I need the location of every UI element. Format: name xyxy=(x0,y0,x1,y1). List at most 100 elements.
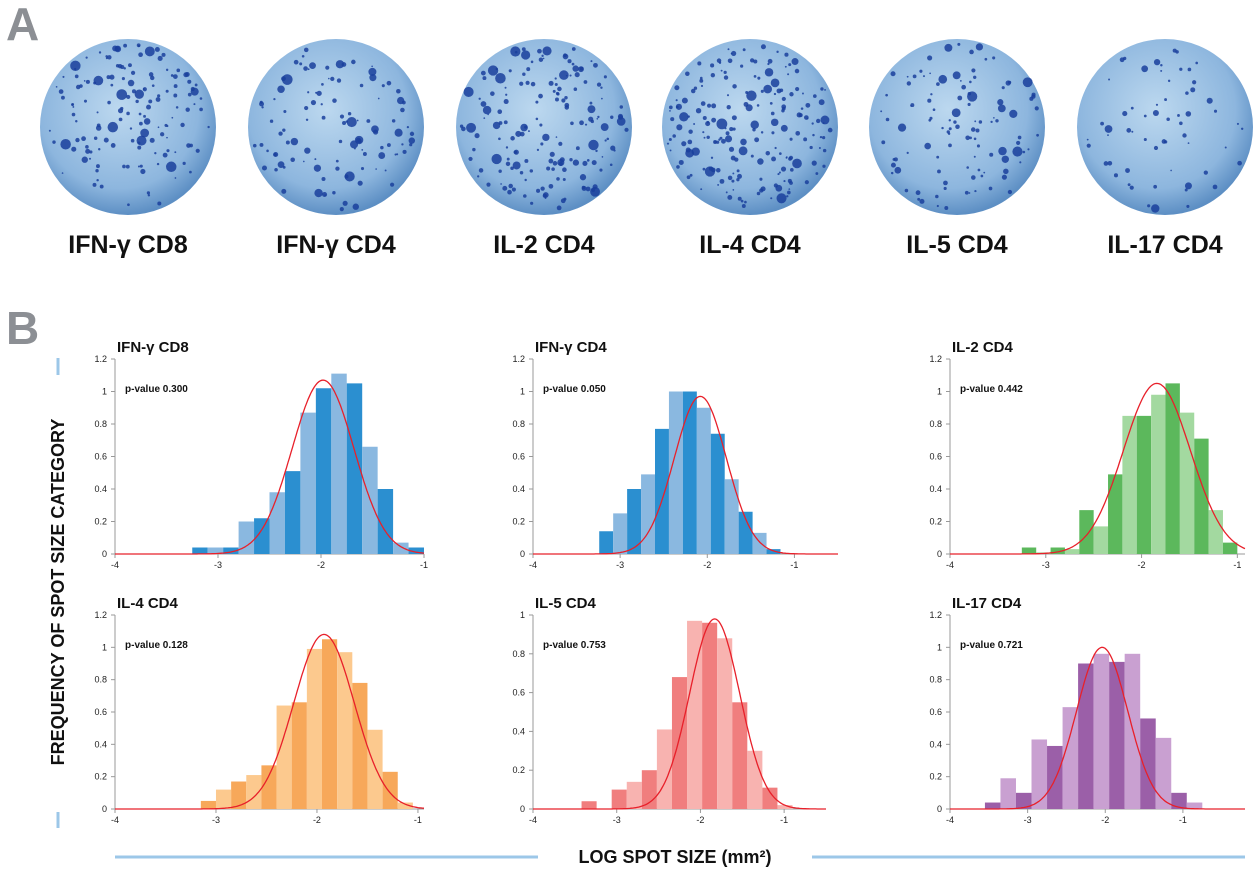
histogram-bar xyxy=(1122,416,1136,554)
x-tick-label: -4 xyxy=(529,815,537,825)
spot xyxy=(967,91,977,101)
spot xyxy=(993,117,995,119)
spot xyxy=(580,174,586,180)
spot xyxy=(138,166,140,168)
spot xyxy=(686,147,691,152)
spot xyxy=(132,89,136,93)
well-label: IL-5 CD4 xyxy=(906,231,1008,259)
spot xyxy=(1006,80,1011,85)
spot xyxy=(137,142,140,145)
y-tick-label: 0.2 xyxy=(512,517,525,527)
spot xyxy=(713,140,717,144)
spot xyxy=(1214,110,1217,113)
spot xyxy=(711,157,713,159)
spot xyxy=(599,169,602,172)
histogram-bar xyxy=(697,408,711,554)
spot xyxy=(819,99,825,105)
x-tick-label: -4 xyxy=(111,560,119,570)
x-tick-label: -2 xyxy=(1101,815,1109,825)
spot xyxy=(120,65,124,69)
spot xyxy=(1016,141,1020,145)
spot xyxy=(505,87,507,89)
spot xyxy=(989,187,993,191)
histogram-bar xyxy=(627,782,642,809)
spot xyxy=(898,124,906,132)
spot xyxy=(727,195,732,200)
spot xyxy=(740,139,747,146)
y-tick-label: 0.6 xyxy=(929,452,942,462)
spot xyxy=(137,146,141,150)
spot xyxy=(555,77,557,79)
spot xyxy=(1204,170,1208,174)
spot xyxy=(1100,122,1104,126)
spot xyxy=(1018,136,1022,140)
spot xyxy=(726,191,728,193)
spot xyxy=(488,65,498,75)
spot xyxy=(304,48,309,53)
spot xyxy=(148,99,152,103)
spot xyxy=(983,172,985,174)
x-tick-label: -4 xyxy=(111,815,119,825)
spot xyxy=(976,43,983,50)
spot xyxy=(543,58,545,60)
spot xyxy=(563,198,566,201)
spot xyxy=(823,149,826,152)
spot xyxy=(742,204,746,208)
spot xyxy=(97,111,99,113)
well-image xyxy=(869,39,1045,215)
spot xyxy=(957,43,960,46)
spot xyxy=(711,118,716,123)
x-tick-label: -4 xyxy=(946,560,954,570)
spot xyxy=(515,51,518,54)
spot xyxy=(555,83,558,86)
spot xyxy=(1114,173,1118,177)
spot xyxy=(401,143,403,145)
spot xyxy=(774,93,776,95)
spot xyxy=(104,138,109,143)
histogram-bar xyxy=(1032,739,1048,809)
spot xyxy=(579,120,584,125)
spot xyxy=(739,146,748,155)
spot xyxy=(572,63,575,66)
spot xyxy=(770,197,772,199)
spot xyxy=(601,123,609,131)
histogram-bar xyxy=(1156,738,1172,809)
spot xyxy=(314,158,316,160)
spot xyxy=(593,63,598,68)
spot xyxy=(979,120,982,123)
spot xyxy=(123,44,127,48)
spot xyxy=(813,94,817,98)
spot xyxy=(556,177,560,181)
spot xyxy=(259,102,264,107)
spot xyxy=(1168,80,1170,82)
spot xyxy=(497,109,502,114)
spot xyxy=(824,89,826,91)
spot xyxy=(56,86,58,88)
spot xyxy=(771,157,776,162)
spot xyxy=(812,122,814,124)
spot xyxy=(1008,190,1012,194)
spot xyxy=(973,76,976,79)
spot xyxy=(801,107,804,110)
spot xyxy=(99,51,101,53)
spot xyxy=(278,131,282,135)
spot xyxy=(262,165,267,170)
spot xyxy=(971,175,976,180)
spot xyxy=(138,52,143,57)
spot xyxy=(146,105,151,110)
spot xyxy=(273,98,275,100)
y-tick-label: 0 xyxy=(102,549,107,559)
spot xyxy=(1123,57,1126,60)
spot xyxy=(186,107,190,111)
y-tick-label: 0.8 xyxy=(512,419,525,429)
spot xyxy=(960,80,962,82)
spot xyxy=(913,74,917,78)
spot xyxy=(143,88,145,90)
spot xyxy=(174,151,176,153)
spot xyxy=(311,100,316,105)
spot xyxy=(1185,182,1192,189)
spot xyxy=(881,140,885,144)
spot xyxy=(1027,148,1029,150)
spot xyxy=(1122,111,1127,116)
spot xyxy=(803,137,807,141)
